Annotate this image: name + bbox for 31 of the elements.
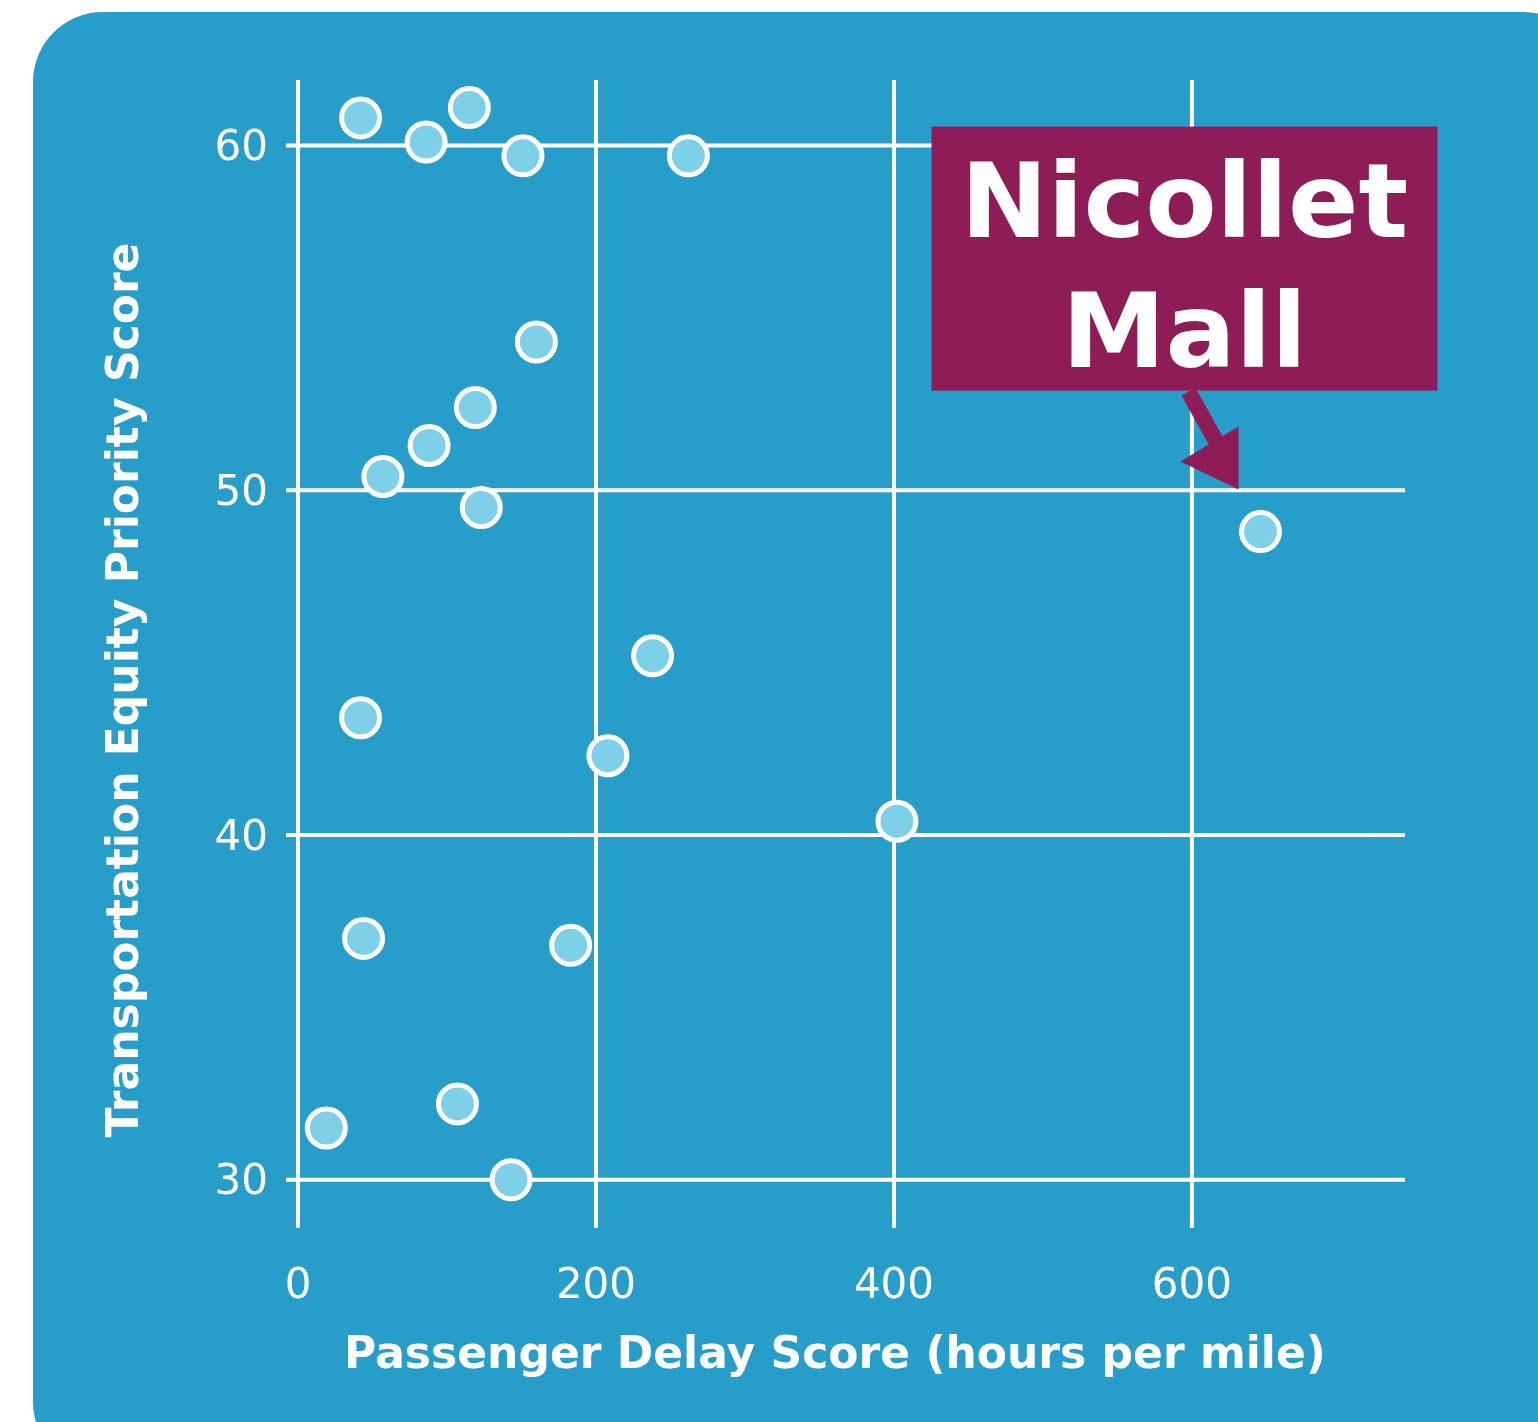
y-tick-label: 50 bbox=[214, 465, 268, 515]
x-tick-label: 600 bbox=[1151, 1259, 1233, 1308]
point bbox=[342, 916, 386, 960]
x-tick-label: 200 bbox=[555, 1259, 637, 1308]
x-tick-label: 0 bbox=[284, 1259, 312, 1308]
point bbox=[339, 696, 383, 740]
x-tick-label: 400 bbox=[853, 1259, 935, 1308]
point bbox=[1238, 510, 1282, 554]
point bbox=[435, 1082, 479, 1126]
annotation: Nicollet Mall bbox=[960, 139, 1409, 392]
y-tick-label: 40 bbox=[214, 810, 268, 860]
point bbox=[501, 134, 545, 178]
point bbox=[361, 454, 405, 498]
point bbox=[304, 1106, 348, 1150]
point bbox=[631, 634, 675, 678]
x-axis-title: Passenger Delay Score (hours per mile) bbox=[344, 1327, 1326, 1378]
point bbox=[586, 734, 630, 778]
y-axis-title: Transportation Equity Priority Score bbox=[97, 242, 148, 1138]
point bbox=[459, 485, 503, 529]
point bbox=[666, 134, 710, 178]
point bbox=[447, 86, 491, 130]
point bbox=[549, 923, 593, 967]
y-tick-label: 60 bbox=[214, 121, 268, 171]
point bbox=[453, 386, 497, 430]
point bbox=[489, 1158, 533, 1202]
point bbox=[339, 96, 383, 140]
point bbox=[875, 799, 919, 843]
point bbox=[404, 120, 448, 164]
y-tick-label: 30 bbox=[214, 1155, 268, 1205]
point bbox=[514, 320, 558, 364]
point bbox=[407, 423, 451, 467]
